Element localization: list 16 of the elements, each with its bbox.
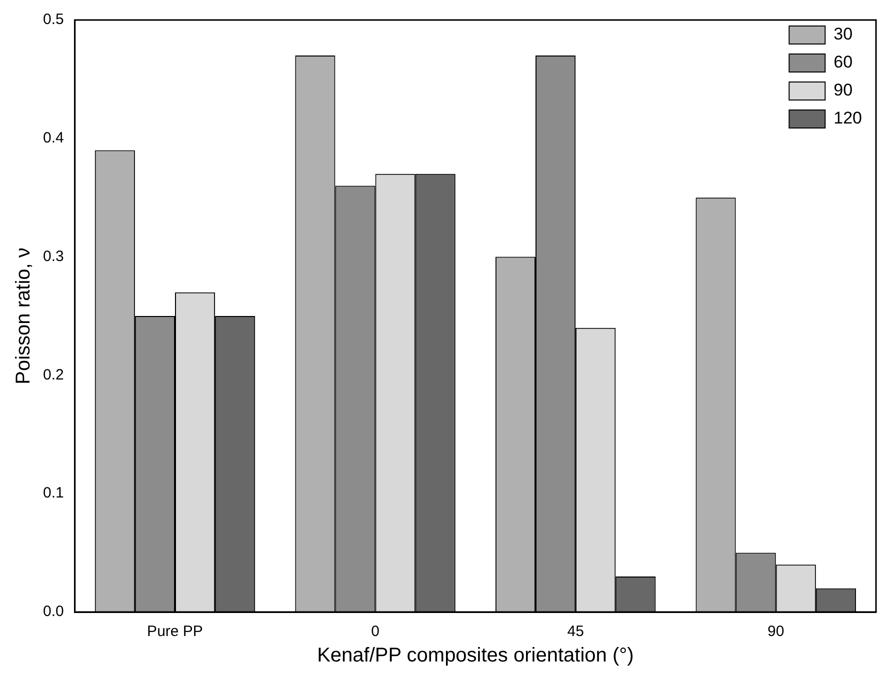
x-axis-title: Kenaf/PP composites orientation (°): [317, 644, 634, 667]
legend-label: 90: [834, 80, 853, 100]
y-tick-label: 0.3: [42, 248, 64, 265]
y-axis-title: Poisson ratio, ν: [12, 248, 35, 384]
y-tick-label: 0.0: [42, 603, 64, 620]
x-tick-label: 0: [371, 623, 380, 640]
x-tick-label: 90: [768, 623, 784, 640]
y-tick-label: 0.1: [42, 484, 64, 502]
y-tick-label: 0.4: [42, 130, 64, 147]
legend-label: 30: [834, 24, 853, 44]
y-tick-label: 0.2: [42, 366, 64, 384]
x-tick-label: Pure PP: [147, 623, 203, 640]
y-tick-label: 0.5: [42, 11, 64, 28]
legend-label: 120: [834, 108, 862, 128]
x-tick-label: 45: [567, 623, 584, 640]
legend-label: 60: [834, 52, 853, 72]
